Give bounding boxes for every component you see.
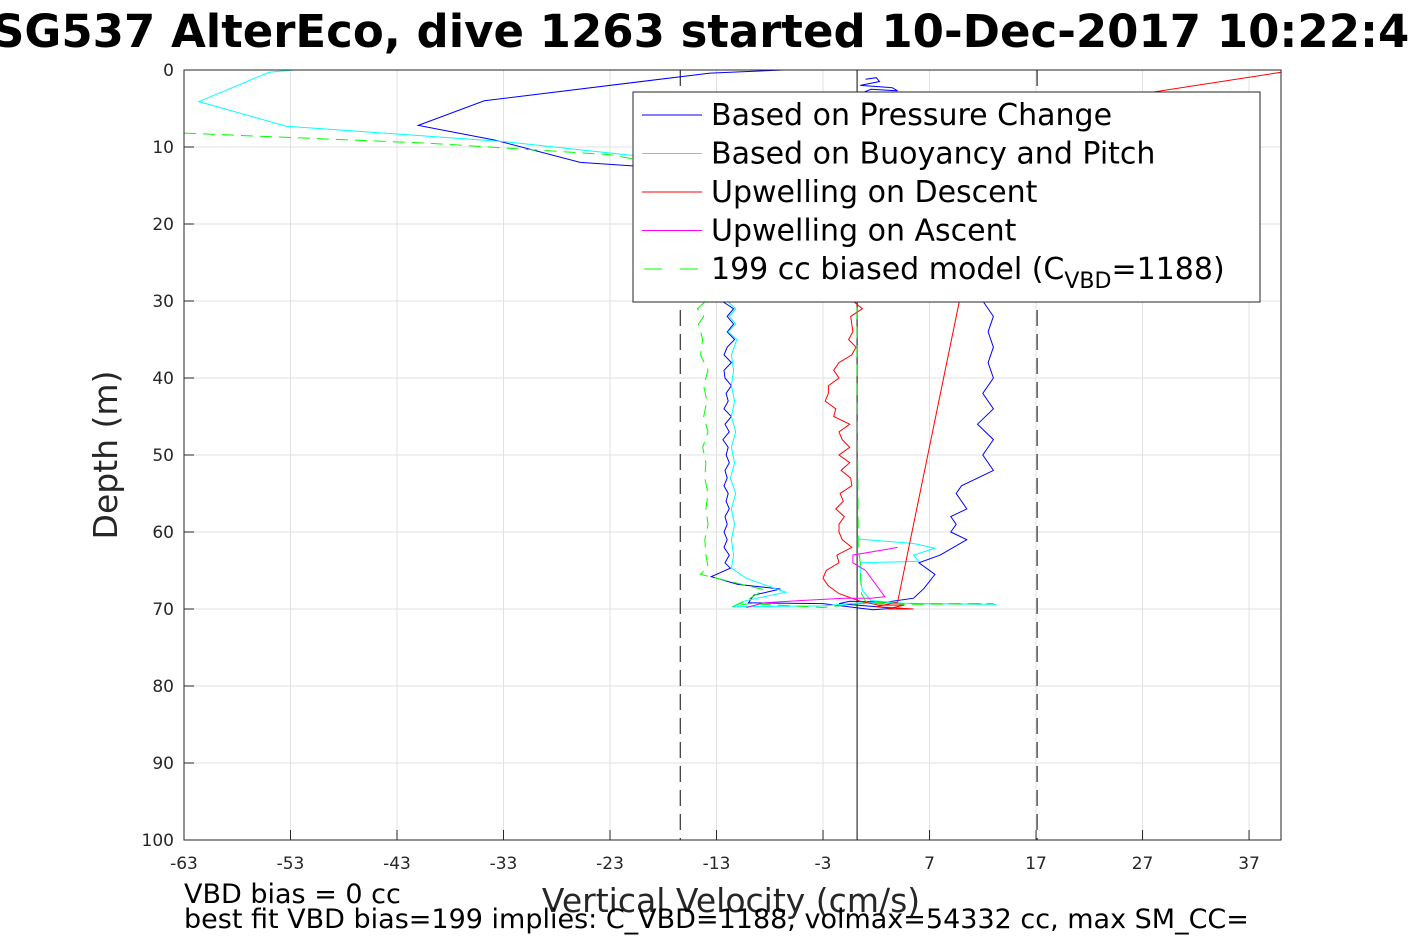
- y-axis-label: Depth (m): [86, 371, 125, 540]
- y-tick-label: 40: [152, 369, 174, 389]
- y-tick-label: 60: [152, 523, 174, 543]
- x-axis-label: Vertical Velocity (cm/s): [542, 881, 920, 920]
- x-tick-label: 27: [1132, 854, 1154, 874]
- series-line-3: [746, 546, 898, 608]
- y-tick-label: 80: [152, 677, 174, 697]
- legend-label: Based on Buoyancy and Pitch: [711, 137, 1155, 172]
- series-line-5: [860, 77, 898, 93]
- x-tick-label: -43: [383, 854, 411, 874]
- y-tick-label: 0: [163, 61, 174, 81]
- legend: Based on Pressure Change Based on Buoyanc…: [632, 91, 1261, 303]
- x-tick-label: -53: [277, 854, 305, 874]
- x-axis-ticks: -63 -53 -43 -33 -23 -13 -3 7 17 27 37: [170, 830, 1260, 874]
- x-tick-label: -3: [815, 854, 832, 874]
- series-line-2: [822, 71, 1282, 610]
- legend-label-subscript: VBD: [1064, 269, 1111, 294]
- y-tick-label: 10: [152, 138, 174, 158]
- y-tick-label: 30: [152, 292, 174, 312]
- legend-box: [632, 91, 1261, 303]
- legend-label: Upwelling on Descent: [711, 175, 1038, 210]
- series-line-4: [183, 132, 994, 609]
- y-tick-label: 90: [152, 754, 174, 774]
- y-axis-ticks: 0 10 20 30 40 50 60 70 80 90 100: [142, 61, 194, 851]
- legend-label: 199 cc biased model (CVBD=1188): [711, 252, 1225, 294]
- x-tick-label: -33: [490, 854, 518, 874]
- y-tick-label: 20: [152, 215, 174, 235]
- legend-label-main: 199 cc biased model (C: [711, 252, 1064, 287]
- y-tick-label: 100: [142, 831, 174, 851]
- x-tick-label: 17: [1025, 854, 1047, 874]
- legend-label-tail: =1188): [1111, 252, 1224, 287]
- chart-title: SG537 AlterEco, dive 1263 started 10-Dec…: [0, 5, 1409, 58]
- x-tick-label: 37: [1238, 854, 1260, 874]
- x-tick-label: 7: [924, 854, 935, 874]
- x-tick-label: -13: [703, 854, 731, 874]
- y-tick-label: 70: [152, 600, 174, 620]
- legend-label: Based on Pressure Change: [711, 98, 1112, 133]
- series-line-0: [416, 69, 995, 611]
- x-tick-label: -23: [596, 854, 624, 874]
- legend-label: Upwelling on Ascent: [711, 214, 1017, 249]
- annotation-best-fit: best fit VBD bias=199 implies: C_VBD=118…: [184, 904, 1249, 935]
- annotation-vbd-bias: VBD bias = 0 cc: [184, 879, 401, 910]
- y-tick-label: 50: [152, 446, 174, 466]
- x-tick-label: -63: [170, 854, 198, 874]
- legend-entries: Based on Pressure Change Based on Buoyanc…: [642, 98, 1225, 294]
